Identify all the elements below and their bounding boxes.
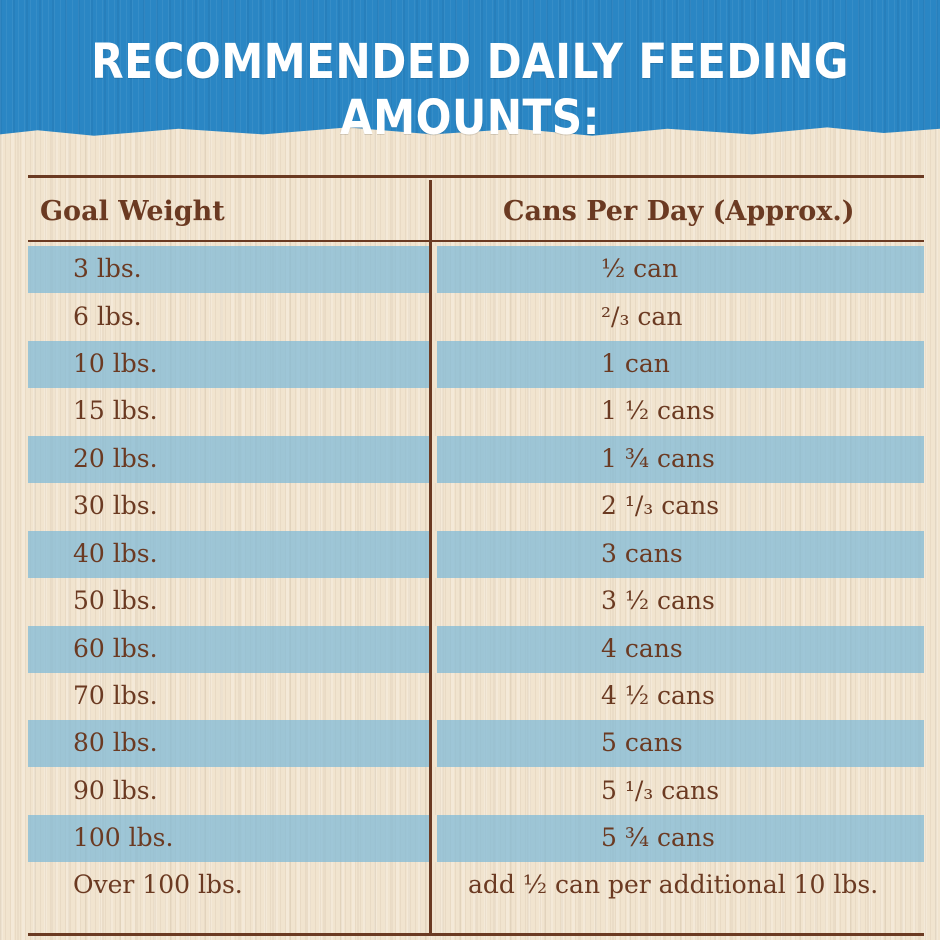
table-bottom-rule [28, 933, 924, 936]
cans-per-day-cell: 1 ½ cans [601, 396, 715, 425]
table-row: 80 lbs. 5 cans [28, 720, 924, 767]
table-row: 60 lbs. 4 cans [28, 626, 924, 673]
goal-weight-cell: 60 lbs. [73, 634, 158, 663]
table-row: 30 lbs. 2 ¹/₃ cans [28, 483, 924, 530]
goal-weight-cell: 15 lbs. [73, 396, 158, 425]
goal-weight-cell: 6 lbs. [73, 302, 142, 331]
goal-weight-cell: 40 lbs. [73, 539, 158, 568]
page-title: RECOMMENDED DAILY FEEDING AMOUNTS: [91, 34, 849, 146]
column-divider [429, 180, 432, 935]
goal-weight-cell: 80 lbs. [73, 728, 158, 757]
table-row: 6 lbs. ²/₃ can [28, 294, 924, 341]
column-header-cans-per-day: Cans Per Day (Approx.) [503, 196, 855, 227]
goal-weight-cell: 20 lbs. [73, 444, 158, 473]
cans-per-day-cell: ²/₃ can [601, 302, 683, 331]
goal-weight-cell: 30 lbs. [73, 491, 158, 520]
table-row: 15 lbs. 1 ½ cans [28, 388, 924, 435]
cans-per-day-cell: ½ can [601, 254, 679, 283]
table-header-rule [28, 240, 924, 242]
title-banner [0, 0, 940, 136]
cans-per-day-cell: 5 ¹/₃ cans [601, 776, 720, 805]
table-row: Over 100 lbs. add ½ can per additional 1… [28, 862, 924, 909]
goal-weight-cell: 70 lbs. [73, 681, 158, 710]
goal-weight-cell: 100 lbs. [73, 823, 174, 852]
table-row: 10 lbs. 1 can [28, 341, 924, 388]
table-row: 90 lbs. 5 ¹/₃ cans [28, 768, 924, 815]
table-row: 50 lbs. 3 ½ cans [28, 578, 924, 625]
goal-weight-cell: 90 lbs. [73, 776, 158, 805]
cans-per-day-cell: 5 ¾ cans [601, 823, 715, 852]
cans-per-day-cell: 2 ¹/₃ cans [601, 491, 720, 520]
table-row: 40 lbs. 3 cans [28, 531, 924, 578]
goal-weight-cell: Over 100 lbs. [73, 870, 243, 899]
goal-weight-cell: 10 lbs. [73, 349, 158, 378]
cans-per-day-cell: add ½ can per additional 10 lbs. [468, 870, 879, 899]
cans-per-day-cell: 4 ½ cans [601, 681, 715, 710]
cans-per-day-cell: 1 ¾ cans [601, 444, 715, 473]
cans-per-day-cell: 4 cans [601, 634, 683, 663]
goal-weight-cell: 3 lbs. [73, 254, 142, 283]
cans-per-day-cell: 1 can [601, 349, 670, 378]
table-row: 20 lbs. 1 ¾ cans [28, 436, 924, 483]
table-row: 3 lbs. ½ can [28, 246, 924, 293]
cans-per-day-cell: 3 cans [601, 539, 683, 568]
table-row: 100 lbs. 5 ¾ cans [28, 815, 924, 862]
cans-per-day-cell: 5 cans [601, 728, 683, 757]
column-header-goal-weight: Goal Weight [40, 196, 225, 227]
goal-weight-cell: 50 lbs. [73, 586, 158, 615]
table-top-rule [28, 175, 924, 178]
cans-per-day-cell: 3 ½ cans [601, 586, 715, 615]
table-row: 70 lbs. 4 ½ cans [28, 673, 924, 720]
